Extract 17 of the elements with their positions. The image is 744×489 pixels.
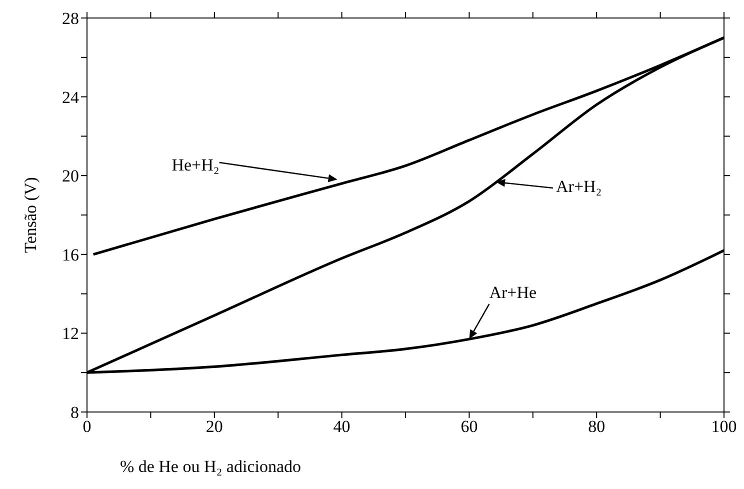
y-tick-label: 28 bbox=[62, 9, 79, 28]
y-tick-label: 20 bbox=[62, 166, 79, 186]
y-tick-label: 24 bbox=[62, 88, 80, 107]
y-tick-label: 12 bbox=[62, 324, 79, 344]
x-axis-title: % de He ou H₂ adicionado bbox=[120, 457, 302, 476]
x-tick-label: 40 bbox=[333, 417, 350, 436]
y-axis-title: Tensão (V) bbox=[21, 177, 40, 253]
x-tick-label: 60 bbox=[460, 417, 478, 436]
y-tick-label: 16 bbox=[62, 245, 79, 264]
annotation: Ar+H₂ bbox=[556, 176, 602, 196]
x-tick-label: 20 bbox=[206, 417, 223, 436]
annotation: He+H₂ bbox=[172, 155, 220, 174]
y-tick-label: 8 bbox=[70, 403, 79, 422]
x-tick-label: 0 bbox=[82, 417, 92, 436]
x-tick-label: 100 bbox=[711, 417, 737, 436]
x-tick-label: 80 bbox=[588, 417, 606, 436]
annotation: Ar+He bbox=[489, 283, 537, 302]
